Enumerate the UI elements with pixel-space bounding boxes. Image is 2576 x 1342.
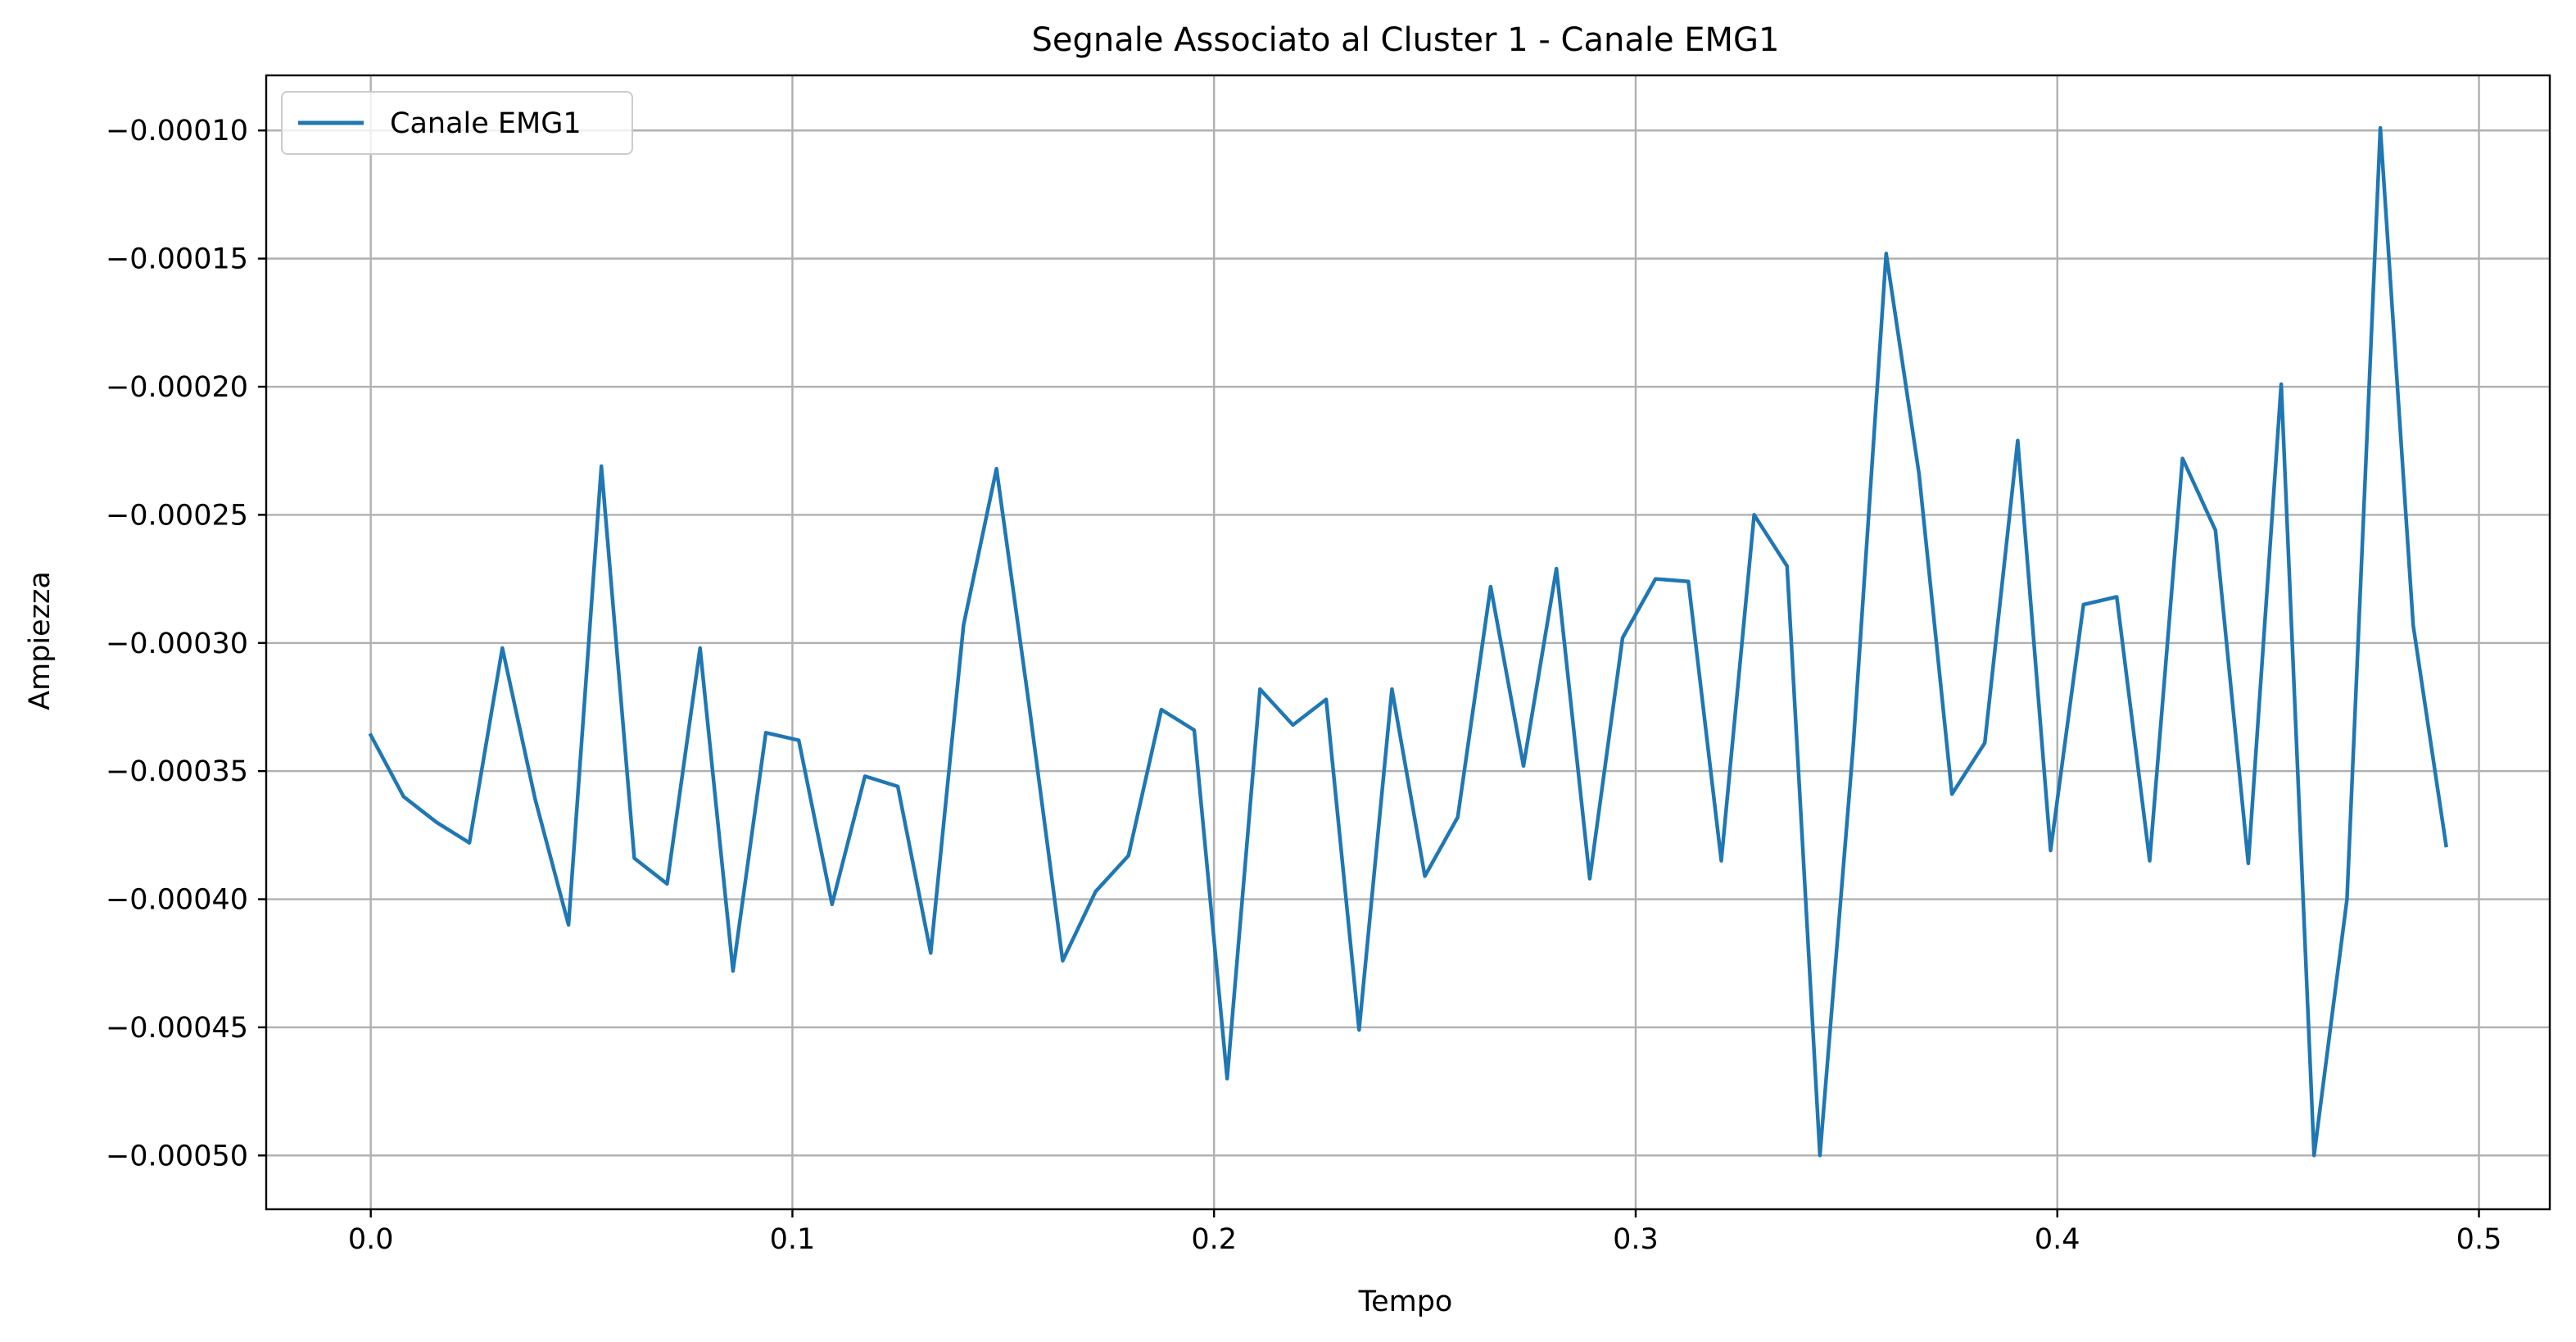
x-tick-label: 0.0 — [348, 1223, 394, 1256]
legend-box — [281, 91, 633, 155]
legend: Canale EMG1 — [281, 91, 633, 155]
legend-label: Canale EMG1 — [390, 107, 582, 140]
x-tick-label: 0.3 — [1613, 1223, 1659, 1256]
y-tick-label: −0.00010 — [106, 115, 248, 147]
x-tick-label: 0.5 — [2456, 1223, 2502, 1256]
y-tick-label: −0.00015 — [106, 243, 248, 276]
x-axis-label: Tempo — [1358, 1285, 1453, 1318]
chart-title: Segnale Associato al Cluster 1 - Canale … — [1031, 21, 1779, 59]
y-tick-label: −0.00040 — [106, 884, 248, 917]
y-axis-label: Ampiezza — [24, 571, 57, 710]
y-tick-label: −0.00050 — [106, 1140, 248, 1172]
plot-area-frame — [265, 74, 2551, 1211]
y-tick-label: −0.00035 — [106, 755, 248, 788]
series-line-canale-emg1 — [368, 125, 2448, 1158]
x-tick-label: 0.4 — [2035, 1223, 2080, 1256]
x-tick-label: 0.1 — [770, 1223, 816, 1256]
y-tick-label: −0.00030 — [106, 628, 248, 660]
y-tick-label: −0.00025 — [106, 499, 248, 532]
x-tick-label: 0.2 — [1191, 1223, 1237, 1256]
y-tick-label: −0.00020 — [106, 371, 248, 404]
y-tick-label: −0.00045 — [106, 1012, 248, 1045]
